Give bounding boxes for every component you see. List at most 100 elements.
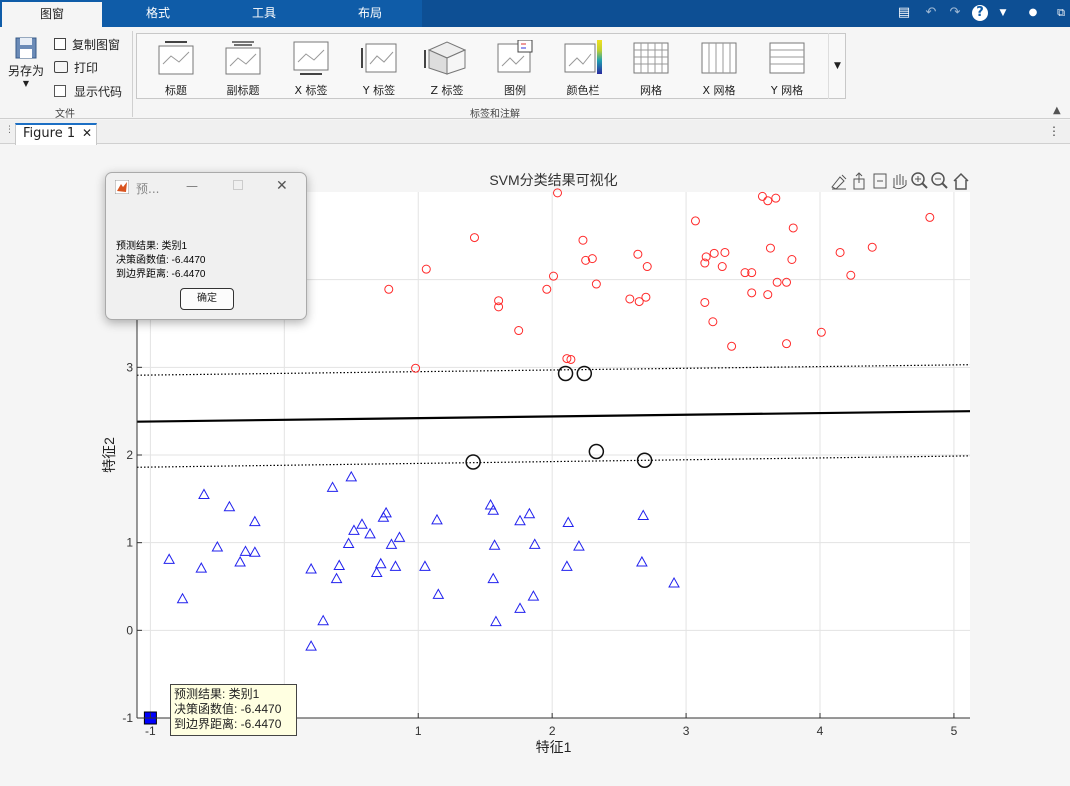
class1-point	[587, 254, 597, 264]
margin-lower-line	[136, 455, 971, 468]
gallery-legend-label: 图例	[504, 84, 526, 97]
tab-figure[interactable]: 图窗	[2, 2, 102, 27]
matlab-icon	[115, 180, 129, 194]
file-group-label: 文件	[55, 109, 75, 120]
labels-group-label: 标签和注解	[470, 109, 520, 120]
class1-point	[591, 279, 601, 289]
class1-point	[553, 188, 563, 198]
gallery-xgrid-label: X 网格	[702, 84, 736, 97]
class1-point	[763, 196, 773, 206]
redo-icon[interactable]: ↷	[949, 5, 961, 20]
class2-point	[490, 615, 502, 627]
gallery-legend[interactable]: 图例	[482, 36, 548, 98]
close-icon[interactable]: ✕	[276, 178, 288, 194]
class2-point	[637, 509, 650, 520]
save-icon[interactable]: ▤	[897, 5, 911, 20]
class1-point	[835, 247, 845, 257]
gallery-title-label: 标题	[165, 84, 187, 97]
gallery-ygrid[interactable]: Y 网格	[754, 36, 820, 98]
show-code-checkbox[interactable]: 显示代码	[54, 82, 122, 100]
show-code-label: 显示代码	[74, 84, 123, 99]
tab-format[interactable]: 格式	[145, 6, 170, 20]
collapse-ribbon-icon[interactable]: ▲	[1053, 105, 1061, 116]
class1-point	[566, 354, 576, 364]
class1-point	[514, 326, 524, 336]
gallery-grid[interactable]: 网格	[618, 36, 684, 98]
gallery-xlabel[interactable]: X 标签	[278, 36, 344, 98]
copy-icon	[54, 38, 66, 50]
class1-point	[782, 277, 792, 287]
maximize-icon	[233, 180, 243, 190]
tab-figure-1[interactable]: Figure 1 ✕	[15, 123, 97, 145]
help-icon[interactable]: ?	[972, 5, 988, 21]
gallery-ylabel[interactable]: Y 标签	[346, 36, 412, 98]
undock-icon[interactable]: ⧉	[1057, 6, 1065, 19]
class1-point	[846, 270, 856, 280]
zoom-in-icon[interactable]	[911, 172, 928, 189]
dialog-titlebar[interactable]: 预... — ✕	[106, 173, 306, 201]
y-tick-label: 0	[126, 623, 133, 637]
gallery-subtitle[interactable]: 副标题	[210, 36, 276, 98]
class2-point	[573, 540, 585, 551]
minimize-icon[interactable]: —	[186, 179, 198, 193]
pan-icon[interactable]	[892, 174, 907, 190]
class2-point	[198, 488, 210, 499]
ok-button[interactable]: 确定	[180, 288, 234, 310]
zoom-out-icon[interactable]	[931, 172, 948, 189]
class2-point	[523, 507, 536, 519]
class2-point	[333, 559, 346, 570]
class2-point	[249, 546, 261, 557]
class2-point	[561, 560, 573, 571]
y-tick-label: 3	[126, 360, 133, 374]
copy-figure-button[interactable]: 复制图窗	[54, 35, 120, 53]
class2-point	[305, 562, 317, 574]
expand-toolstrip-icon[interactable]: ●	[1028, 7, 1038, 18]
class2-point	[163, 553, 175, 564]
drag-handle-icon[interactable]: ⋮	[5, 125, 14, 135]
class1-point	[641, 292, 651, 302]
datatip-icon[interactable]	[873, 173, 887, 189]
class1-point	[578, 235, 588, 245]
support-vector-marker	[557, 365, 574, 382]
close-icon[interactable]: ✕	[82, 126, 93, 140]
class1-point	[782, 339, 792, 349]
class1-point	[625, 294, 635, 304]
message-dialog[interactable]: 预... — ✕ 预测结果: 类别1 决策函数值: -6.4470 到边界距离:…	[105, 172, 307, 320]
gallery-more-button[interactable]: ▼	[828, 33, 846, 99]
class1-point	[421, 264, 431, 274]
brush-icon[interactable]	[831, 174, 847, 190]
checkbox-icon	[54, 85, 66, 97]
class1-point	[787, 255, 797, 265]
save-as-button[interactable]: 另存为 ▼	[6, 35, 46, 97]
gallery-subtitle-label: 副标题	[226, 84, 260, 97]
class1-point	[757, 191, 767, 201]
undo-icon[interactable]: ↶	[925, 5, 937, 20]
home-icon[interactable]	[953, 172, 969, 190]
class2-point	[305, 640, 317, 651]
support-vector-marker	[636, 452, 653, 469]
x-tick-label: 1	[415, 724, 422, 738]
gallery-xgrid[interactable]: X 网格	[686, 36, 752, 98]
plot-title: SVM分类结果可视化	[489, 172, 617, 188]
class2-point	[527, 590, 540, 601]
class1-point	[765, 243, 775, 253]
class2-point	[348, 524, 360, 535]
print-button[interactable]: 打印	[54, 58, 98, 76]
export-icon[interactable]	[853, 172, 865, 190]
tab-tools[interactable]: 工具	[251, 6, 276, 20]
gallery-title[interactable]: 标题	[143, 36, 209, 98]
class1-point	[549, 271, 558, 281]
more-options-icon[interactable]: ⋮	[1048, 124, 1060, 138]
class2-point	[195, 562, 208, 573]
class2-point	[342, 537, 355, 549]
help-dropdown-icon[interactable]: ▼	[999, 8, 1007, 18]
class1-point	[633, 249, 643, 259]
class1-point	[701, 252, 711, 262]
gallery-zlabel[interactable]: Z 标签	[414, 36, 480, 98]
gallery-grid-label: 网格	[640, 84, 662, 97]
tab-layout[interactable]: 布局	[357, 6, 382, 20]
class2-point	[432, 588, 445, 599]
x-tick-label: 4	[817, 724, 824, 738]
group-divider	[132, 31, 133, 117]
gallery-colorbar[interactable]: 颜色栏	[550, 36, 616, 98]
